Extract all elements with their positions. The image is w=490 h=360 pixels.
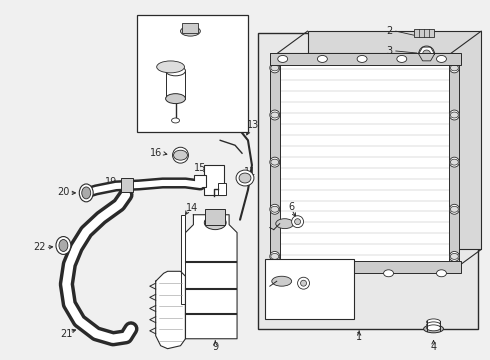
Ellipse shape <box>384 270 393 277</box>
Circle shape <box>449 251 459 261</box>
Ellipse shape <box>271 206 279 212</box>
Circle shape <box>449 204 459 214</box>
Text: 10: 10 <box>165 272 177 282</box>
Text: 21: 21 <box>60 329 73 339</box>
Bar <box>270 53 461 65</box>
Text: 7: 7 <box>292 304 298 314</box>
Ellipse shape <box>450 206 458 212</box>
Circle shape <box>449 157 459 167</box>
Ellipse shape <box>172 118 179 123</box>
Circle shape <box>292 216 303 228</box>
Ellipse shape <box>450 253 458 260</box>
Circle shape <box>172 147 189 163</box>
Text: 15: 15 <box>194 163 206 173</box>
Bar <box>449 53 459 271</box>
Polygon shape <box>156 271 185 349</box>
Circle shape <box>270 110 280 120</box>
Ellipse shape <box>427 325 441 331</box>
Bar <box>121 178 133 192</box>
Text: 8: 8 <box>328 278 334 288</box>
Ellipse shape <box>318 55 327 62</box>
Ellipse shape <box>239 173 251 183</box>
Bar <box>205 209 225 225</box>
Circle shape <box>418 46 435 62</box>
Ellipse shape <box>59 239 68 251</box>
Circle shape <box>294 219 300 225</box>
Ellipse shape <box>166 94 185 104</box>
Text: 6: 6 <box>289 202 294 212</box>
Bar <box>258 33 478 329</box>
Ellipse shape <box>272 276 292 286</box>
Text: 12: 12 <box>212 175 224 185</box>
Ellipse shape <box>427 322 441 328</box>
Ellipse shape <box>437 270 446 277</box>
Bar <box>265 260 354 319</box>
Bar <box>180 215 185 304</box>
Ellipse shape <box>271 112 279 118</box>
Ellipse shape <box>450 159 458 165</box>
Ellipse shape <box>278 55 288 62</box>
Bar <box>218 183 226 195</box>
Text: 14: 14 <box>186 203 198 213</box>
Ellipse shape <box>204 216 226 230</box>
Ellipse shape <box>276 219 294 229</box>
Text: 9: 9 <box>212 342 218 352</box>
Ellipse shape <box>173 150 188 160</box>
Bar <box>195 175 206 187</box>
Text: 4: 4 <box>431 342 437 352</box>
Text: 5: 5 <box>271 202 278 212</box>
Circle shape <box>270 204 280 214</box>
Ellipse shape <box>236 170 254 186</box>
Ellipse shape <box>331 270 341 277</box>
Bar <box>204 165 224 195</box>
Text: 22: 22 <box>33 243 46 252</box>
Text: 16: 16 <box>149 148 162 158</box>
Bar <box>414 29 434 37</box>
Ellipse shape <box>278 270 288 277</box>
Bar <box>308 31 481 249</box>
Ellipse shape <box>157 61 184 73</box>
Ellipse shape <box>56 237 71 255</box>
Text: 17: 17 <box>138 44 150 54</box>
Circle shape <box>300 280 307 286</box>
Ellipse shape <box>79 184 93 202</box>
Text: 18: 18 <box>152 22 165 32</box>
Text: 20: 20 <box>57 187 70 197</box>
Ellipse shape <box>271 65 279 71</box>
Polygon shape <box>185 215 237 339</box>
Text: 3: 3 <box>386 46 392 56</box>
Ellipse shape <box>180 26 200 36</box>
Text: 1: 1 <box>356 332 362 342</box>
Bar <box>166 71 185 99</box>
Ellipse shape <box>437 55 446 62</box>
Ellipse shape <box>397 55 407 62</box>
Circle shape <box>270 157 280 167</box>
Text: 2: 2 <box>386 26 392 36</box>
Bar <box>278 53 451 271</box>
Bar <box>182 23 198 33</box>
Ellipse shape <box>450 112 458 118</box>
Circle shape <box>422 50 431 58</box>
Bar <box>270 261 461 273</box>
Circle shape <box>297 277 310 289</box>
Bar <box>137 15 248 132</box>
Ellipse shape <box>427 319 441 325</box>
Ellipse shape <box>357 55 367 62</box>
Text: 13: 13 <box>247 121 259 130</box>
Text: 11: 11 <box>244 167 256 177</box>
Circle shape <box>270 251 280 261</box>
Circle shape <box>449 63 459 73</box>
Ellipse shape <box>166 66 185 76</box>
Ellipse shape <box>450 65 458 71</box>
Bar <box>270 53 280 271</box>
Text: 19: 19 <box>105 177 117 187</box>
Ellipse shape <box>271 253 279 260</box>
Circle shape <box>449 110 459 120</box>
Ellipse shape <box>424 325 443 333</box>
Ellipse shape <box>271 159 279 165</box>
Circle shape <box>270 63 280 73</box>
Ellipse shape <box>82 187 91 199</box>
